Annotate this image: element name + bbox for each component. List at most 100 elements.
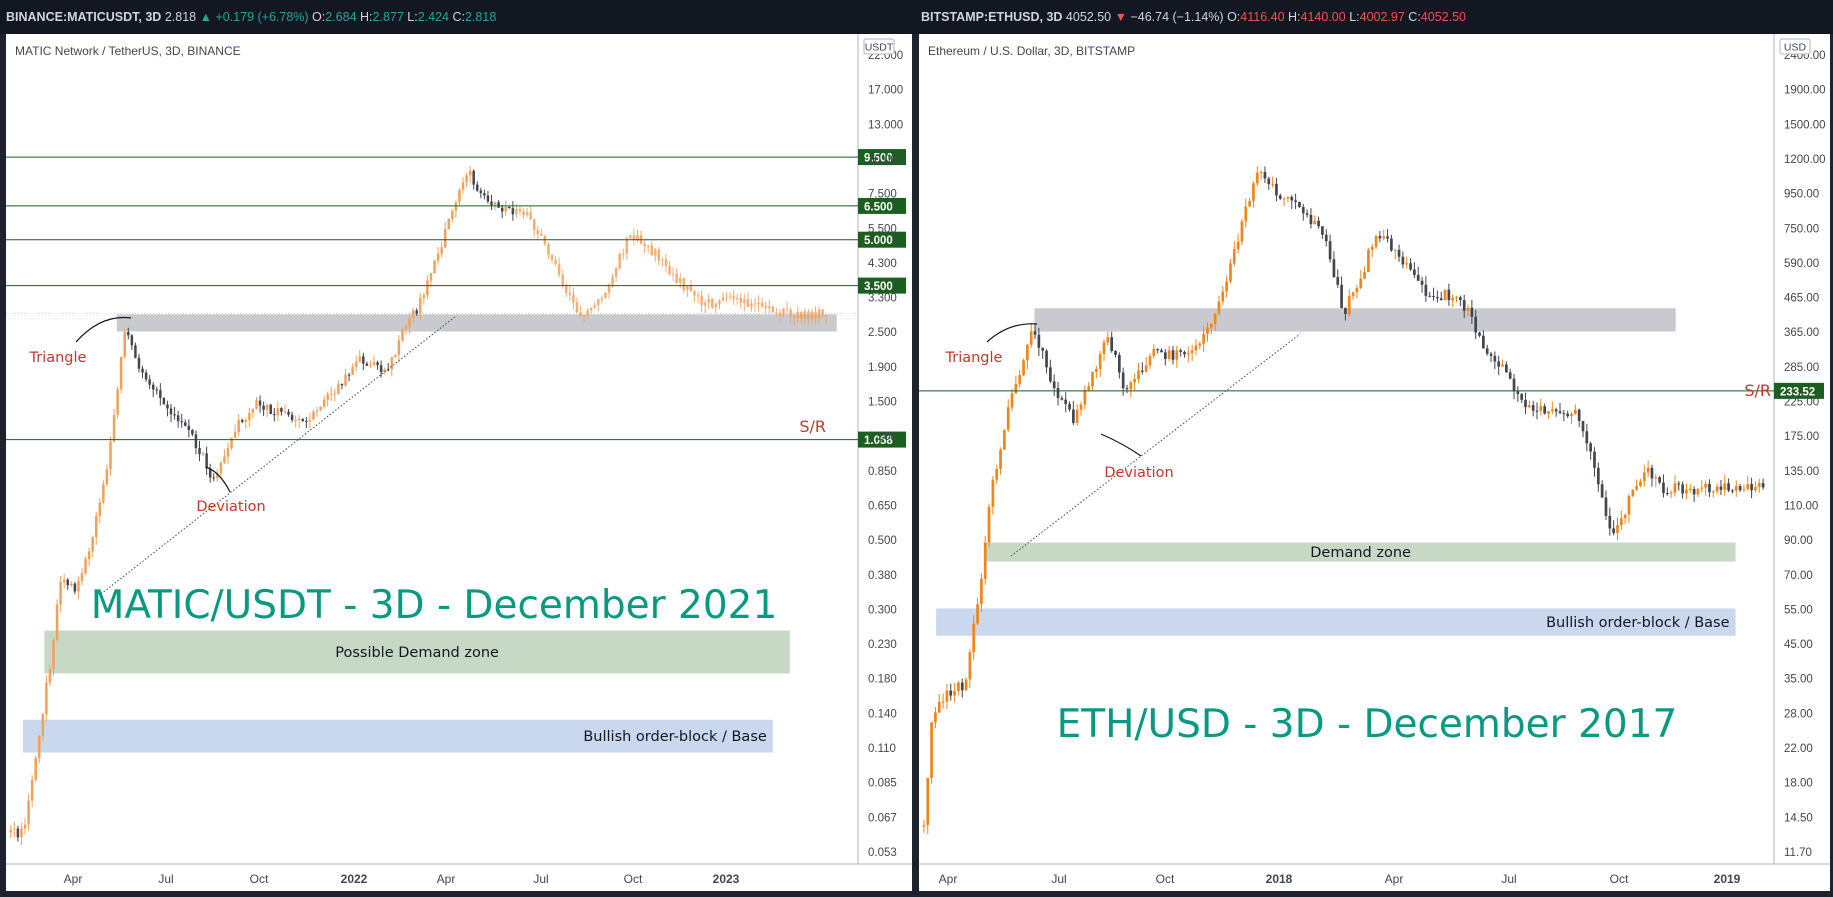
candle-body xyxy=(1478,332,1481,336)
candle xyxy=(1167,346,1171,362)
candle xyxy=(536,225,540,241)
candle xyxy=(269,403,272,415)
candle-body xyxy=(1137,370,1140,380)
candle xyxy=(1041,347,1045,359)
candle-body xyxy=(1018,375,1022,385)
candle-body xyxy=(55,604,59,641)
candle-body xyxy=(1079,404,1083,410)
candle-body xyxy=(1033,331,1037,335)
candle-body xyxy=(1271,183,1274,185)
candle xyxy=(1152,344,1156,359)
candle-body xyxy=(98,502,102,516)
y-tick-label: 590.00 xyxy=(1784,258,1819,270)
candle xyxy=(112,409,116,444)
candle xyxy=(1677,480,1681,491)
candle-body xyxy=(1110,337,1114,351)
candle xyxy=(639,230,643,245)
candle-body xyxy=(1359,278,1363,288)
candle-body xyxy=(1083,390,1087,405)
candle xyxy=(1738,484,1742,493)
candle xyxy=(191,429,194,437)
candle xyxy=(148,375,151,390)
candle-body xyxy=(173,414,176,416)
candle xyxy=(483,189,486,200)
candle-body xyxy=(1156,349,1159,351)
candle-body xyxy=(532,219,536,231)
price-axis-pane xyxy=(858,34,912,891)
candle xyxy=(372,355,376,366)
candle xyxy=(1194,339,1198,355)
candle xyxy=(500,204,504,219)
candle-body xyxy=(999,449,1002,470)
candle xyxy=(34,755,37,783)
candle-body xyxy=(711,298,714,308)
candle-body xyxy=(664,259,668,266)
candle xyxy=(1727,478,1730,493)
candle xyxy=(1669,490,1673,499)
candle xyxy=(351,363,354,376)
y-tick-label: 4.300 xyxy=(868,258,897,270)
candle-body xyxy=(800,311,803,319)
candle xyxy=(94,512,98,545)
candle xyxy=(1485,344,1489,356)
candle-body xyxy=(315,410,319,412)
currency-label: USD xyxy=(1784,42,1807,54)
candle-body xyxy=(1447,289,1451,301)
candle-body xyxy=(957,682,960,691)
candle xyxy=(1301,203,1305,221)
candle-body xyxy=(1064,399,1068,404)
candle-body xyxy=(789,309,792,317)
candle xyxy=(1075,404,1079,426)
candle xyxy=(422,293,426,305)
candle xyxy=(315,407,319,418)
currency-badge xyxy=(1779,38,1811,55)
candle xyxy=(1401,251,1405,269)
candle xyxy=(604,292,607,299)
eth-plot-area[interactable]: Demand zone Bullish order-block / Base 233… xyxy=(919,34,1830,891)
candle-body xyxy=(369,364,372,366)
level-price-tag xyxy=(858,149,906,166)
candle-body xyxy=(1723,483,1727,490)
candle-body xyxy=(1604,497,1608,516)
candle xyxy=(1558,402,1562,415)
candle xyxy=(618,251,621,271)
candle xyxy=(330,386,333,401)
candle xyxy=(394,354,397,358)
candle-body xyxy=(273,414,276,416)
x-tick-label: Jul xyxy=(1501,872,1516,886)
candle-body xyxy=(757,302,760,304)
candle-body xyxy=(130,335,134,346)
candle xyxy=(1742,484,1746,493)
candle-body xyxy=(579,312,582,316)
candle-body xyxy=(1006,407,1010,430)
candle-body xyxy=(1631,489,1635,496)
y-tick-label: 2.500 xyxy=(868,327,897,339)
x-tick-label: Jul xyxy=(533,872,548,886)
candle xyxy=(767,299,771,313)
candle-body xyxy=(1439,298,1443,301)
candle-body xyxy=(483,193,486,196)
candle-body xyxy=(1543,406,1547,414)
y-tick-label: 0.300 xyxy=(868,604,897,616)
candle-body xyxy=(767,306,771,309)
candle-body xyxy=(1045,350,1048,368)
candle-body xyxy=(511,208,515,215)
matic-plot-area[interactable]: Possible Demand zone Bullish order-block … xyxy=(6,34,912,891)
candle-body xyxy=(1183,351,1186,355)
candle-body xyxy=(1240,221,1244,242)
candle xyxy=(248,407,251,428)
candle-body xyxy=(219,462,223,474)
candle xyxy=(1056,381,1060,406)
y-tick-label: 35.00 xyxy=(1784,674,1813,686)
triangle-label: Triangle xyxy=(945,350,1003,366)
y-tick-label: 0.053 xyxy=(868,847,897,859)
y-tick-label: 135.00 xyxy=(1784,466,1819,478)
eth-symbol[interactable]: BITSTAMP:ETHUSD, 3D xyxy=(921,10,1063,24)
candle-body xyxy=(1470,307,1474,317)
candle-body xyxy=(1121,372,1125,389)
y-tick-label: 0.850 xyxy=(868,466,897,478)
candle xyxy=(358,350,361,363)
candle xyxy=(1731,489,1734,494)
candle xyxy=(1554,407,1558,417)
matic-symbol[interactable]: BINANCE:MATICUSDT, 3D xyxy=(6,10,162,24)
